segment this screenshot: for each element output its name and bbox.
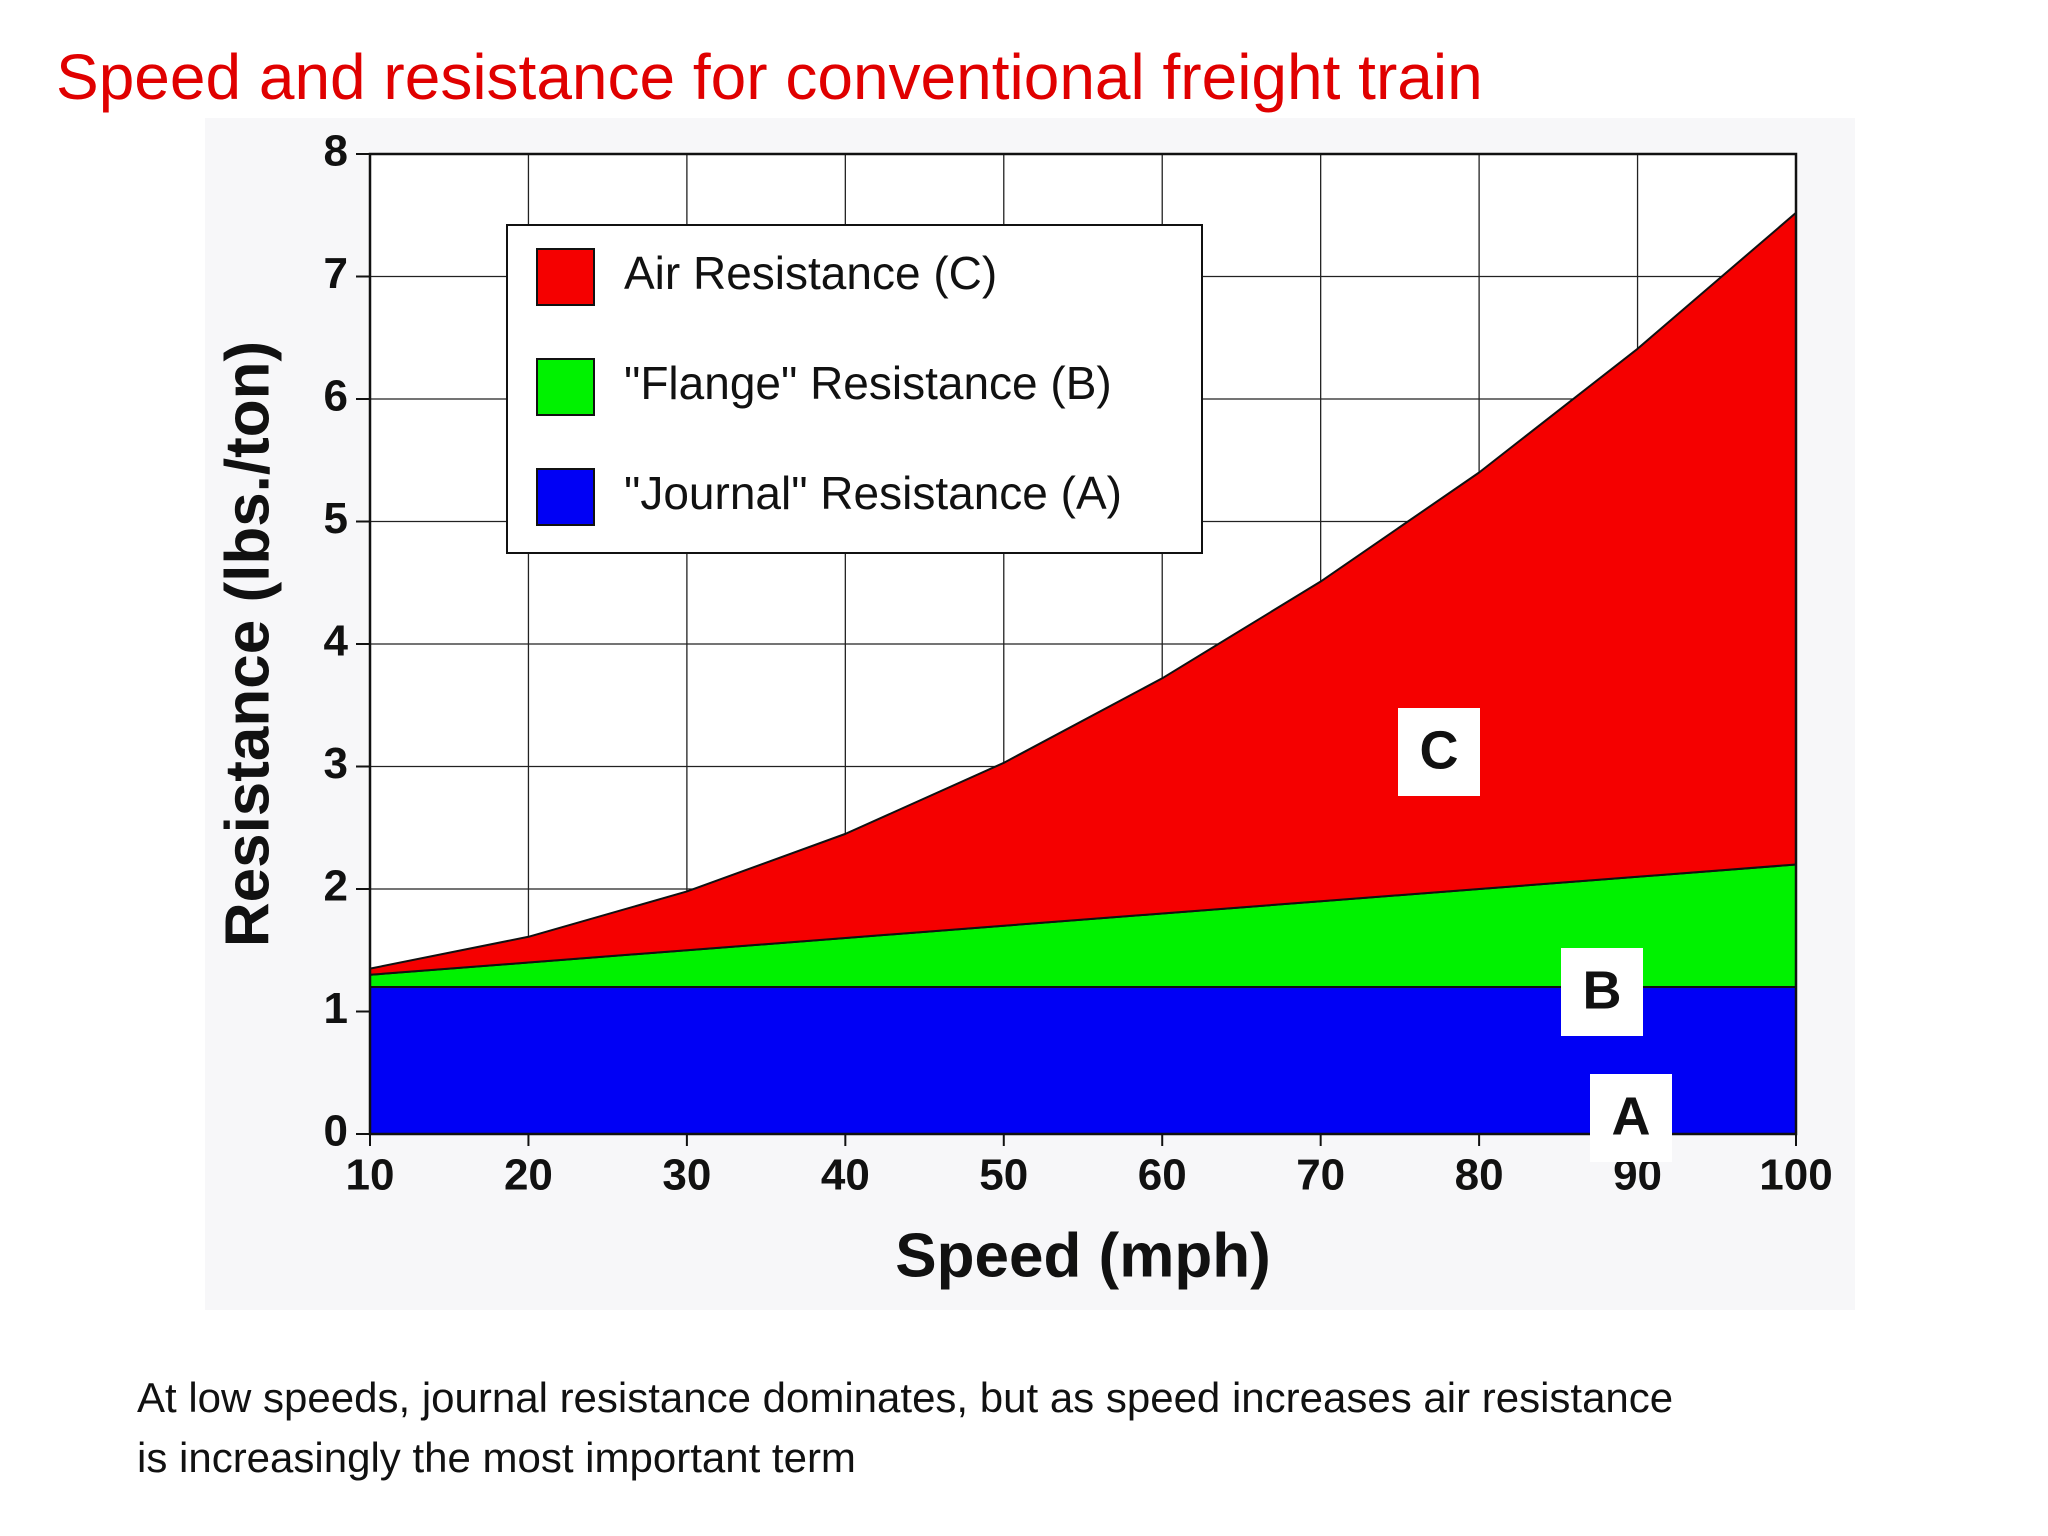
y-tick-label: 2 bbox=[324, 862, 348, 911]
legend-swatch bbox=[536, 358, 595, 416]
caption-line: is increasingly the most important term bbox=[137, 1434, 856, 1481]
y-axis-label: Resistance (lbs./ton) bbox=[213, 341, 282, 947]
legend-label: "Flange" Resistance (B) bbox=[624, 357, 1112, 409]
x-axis-label: Speed (mph) bbox=[895, 1221, 1270, 1290]
annotation: C bbox=[1420, 720, 1459, 780]
x-tick-label: 70 bbox=[1296, 1151, 1345, 1200]
x-tick-label: 30 bbox=[662, 1151, 711, 1200]
annotation-box bbox=[1561, 948, 1643, 1036]
y-tick-label: 6 bbox=[324, 372, 348, 421]
y-tick-label: 1 bbox=[324, 984, 348, 1033]
legend-label: "Journal" Resistance (A) bbox=[624, 467, 1122, 519]
y-tick-label: 4 bbox=[324, 617, 349, 666]
caption-line: At low speeds, journal resistance domina… bbox=[137, 1374, 1674, 1421]
annotation: B bbox=[1583, 960, 1622, 1020]
x-tick-label: 100 bbox=[1759, 1151, 1832, 1200]
x-tick-label: 80 bbox=[1455, 1151, 1504, 1200]
x-tick-label: 40 bbox=[821, 1151, 870, 1200]
legend-box bbox=[506, 224, 1203, 554]
legend-swatch bbox=[536, 468, 595, 526]
x-tick-label: 10 bbox=[346, 1151, 395, 1200]
legend-swatch bbox=[536, 248, 595, 306]
slide-title: Speed and resistance for conventional fr… bbox=[56, 41, 1483, 113]
y-tick-label: 7 bbox=[324, 249, 348, 298]
legend-label: Air Resistance (C) bbox=[624, 247, 997, 299]
annotation-box bbox=[1590, 1074, 1672, 1162]
y-tick-label: 8 bbox=[324, 127, 348, 176]
caption: At low speeds, journal resistance domina… bbox=[137, 1368, 1673, 1488]
x-tick-label: 50 bbox=[979, 1151, 1028, 1200]
y-tick-label: 3 bbox=[324, 739, 348, 788]
annotation: A bbox=[1612, 1086, 1651, 1146]
x-tick-label: 60 bbox=[1138, 1151, 1187, 1200]
x-tick-label: 20 bbox=[504, 1151, 553, 1200]
y-tick-label: 5 bbox=[324, 494, 348, 543]
y-tick-label: 0 bbox=[324, 1107, 348, 1156]
annotation-box bbox=[1398, 708, 1480, 796]
